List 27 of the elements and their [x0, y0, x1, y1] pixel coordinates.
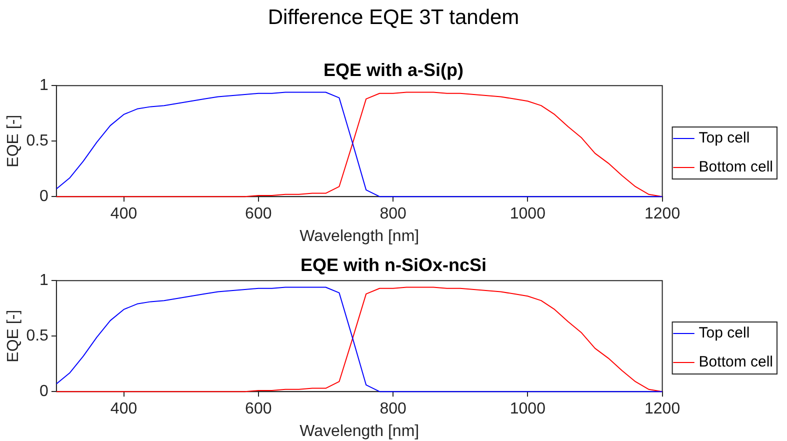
x-tick-label: 800: [380, 400, 406, 418]
chart-title: Difference EQE 3T tandem: [266, 6, 520, 30]
x-axis-title: Wavelength [nm]: [300, 228, 420, 245]
y-axis-title: EQE [-]: [5, 114, 22, 168]
x-tick-label: 1000: [510, 400, 546, 418]
legend-label: Bottom cell: [698, 158, 774, 176]
x-axis-title: Wavelength [nm]: [300, 422, 420, 440]
x-tick-label: 600: [245, 400, 272, 418]
x-tick-label: 400: [110, 400, 138, 418]
y-tick-label: 0: [40, 383, 49, 400]
y-tick-label: 1: [40, 77, 49, 94]
y-axis-title: EQE [-]: [5, 310, 22, 362]
chart-title: EQE with n-SiOx-ncSi: [300, 254, 487, 275]
chart-subtitle: EQE with a-Si(p): [323, 60, 464, 80]
x-tick-label: 1200: [644, 400, 680, 418]
y-tick-label: 0.5: [26, 132, 49, 150]
x-tick-label: 800: [380, 206, 406, 223]
y-tick-label: 1: [40, 272, 49, 290]
y-tick-label: 0: [40, 188, 49, 206]
x-tick-label: 1000: [510, 206, 546, 223]
legend-label: Top cell: [698, 130, 750, 147]
y-tick-label: 0.5: [26, 328, 49, 345]
x-tick-label: 1200: [644, 206, 680, 223]
legend-label: Bottom cell: [698, 354, 774, 371]
x-tick-label: 400: [110, 206, 138, 223]
legend-label: Top cell: [698, 324, 750, 342]
x-tick-label: 600: [245, 206, 272, 223]
